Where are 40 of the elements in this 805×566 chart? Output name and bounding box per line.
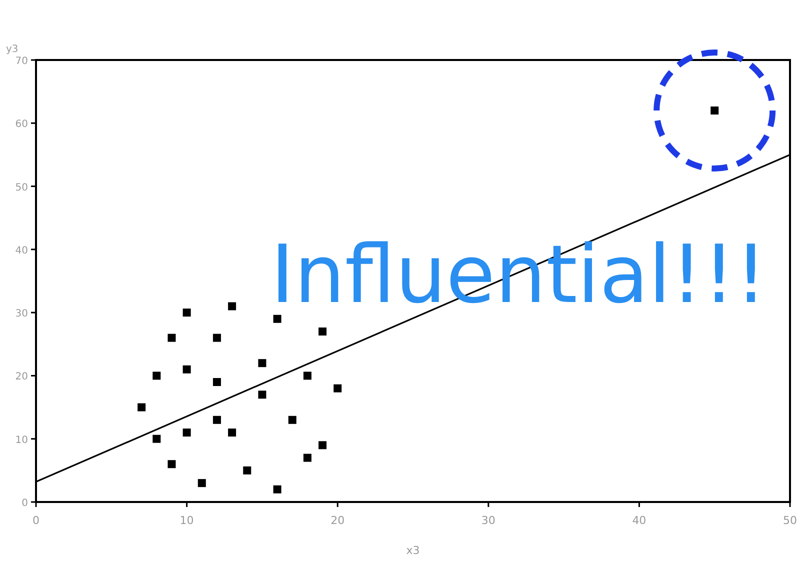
y-tick-label: 0 (22, 498, 28, 509)
point (228, 302, 236, 310)
point (258, 390, 266, 399)
point (318, 441, 327, 450)
x-tick-label: 0 (32, 514, 40, 527)
x-tick-label: 40 (632, 514, 646, 527)
x-tick-label: 50 (783, 514, 797, 527)
point (303, 372, 312, 380)
point (273, 485, 282, 494)
point (168, 334, 176, 342)
point (182, 365, 191, 374)
point (303, 454, 312, 462)
point (212, 378, 221, 386)
point (228, 428, 236, 437)
y-tick-label: 70 (15, 56, 28, 67)
point (138, 403, 146, 412)
point (152, 434, 161, 443)
y-tick-label: 10 (15, 434, 28, 446)
point (212, 334, 221, 342)
point (318, 328, 327, 336)
x-tick-label: 30 (481, 514, 496, 527)
x-tick-label: 20 (330, 514, 345, 527)
point (198, 479, 206, 488)
x-tick-label: 10 (180, 514, 194, 527)
point (152, 372, 161, 380)
y-tick-label: 40 (15, 245, 28, 256)
point (182, 428, 191, 437)
y-axis-title: y3 (6, 44, 18, 55)
y-tick-label: 60 (15, 119, 28, 130)
y-tick-label: 20 (15, 372, 28, 383)
point (182, 308, 191, 317)
point (212, 416, 221, 424)
point (243, 466, 252, 474)
y-tick-label: 30 (15, 308, 28, 320)
point (258, 359, 266, 368)
point (334, 384, 342, 392)
point (168, 460, 176, 468)
y-tick-label: 50 (15, 182, 28, 194)
x-axis-title: x3 (406, 544, 420, 557)
point (288, 416, 296, 424)
